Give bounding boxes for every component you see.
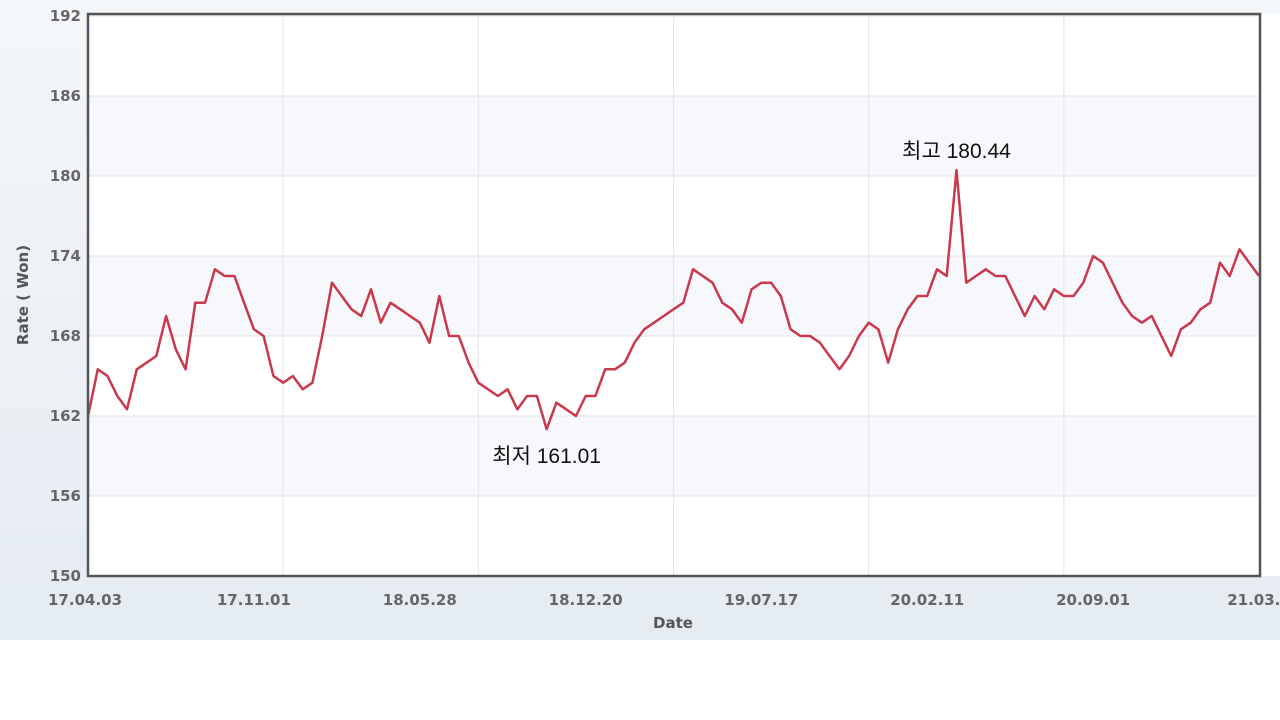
x-tick-label: 21.03.2 [1227,591,1280,609]
x-tick-label: 20.02.11 [890,591,964,609]
grid [88,15,1259,577]
marks [86,168,1261,431]
y-tick-label: 162 [50,407,81,425]
y-tick-label: 192 [50,7,81,25]
x-tick-label: 19.07.17 [724,591,798,609]
x-tick-label: 17.04.03 [48,591,122,609]
y-tick-label: 150 [50,567,81,585]
y-tick-label: 186 [50,87,81,105]
y-tick-label: 168 [50,327,81,345]
labels: 150 156 162 168 174 180 186 192 17.04.03 17.11.01… [48,7,1280,609]
annotation: 최저 161.01 [492,445,601,468]
x-axis-title: Date [653,614,693,632]
line-series [86,168,1261,431]
x-tick-label: 17.11.01 [217,591,291,609]
y-tick-label: 156 [50,487,81,505]
y-tick-label: 180 [50,167,81,185]
x-tick-label: 18.12.20 [549,591,623,609]
x-tick-label: 20.09.01 [1056,591,1130,609]
x-tick-label: 18.05.28 [383,591,457,609]
annotation: 최고 180.44 [902,140,1011,163]
plot-border [86,12,1262,578]
y-tick-label: 174 [50,247,81,265]
y-axis-title: Rate ( Won) [14,245,32,345]
